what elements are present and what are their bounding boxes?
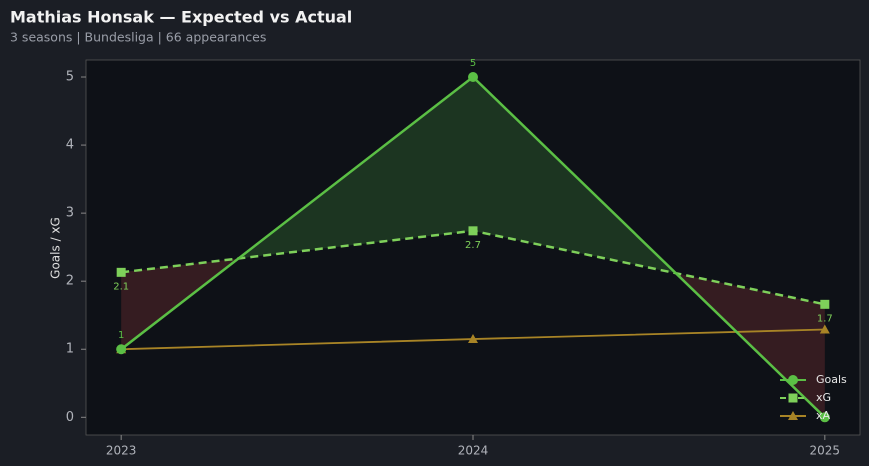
y-tick-label: 4 (66, 138, 74, 153)
legend-marker (788, 375, 798, 385)
point (468, 226, 478, 236)
legend-label: xG (816, 391, 831, 404)
legend-label: Goals (816, 373, 847, 386)
point (468, 72, 478, 83)
x-tick-label: 2024 (458, 444, 489, 458)
y-axis-label: Goals / xG (49, 217, 63, 279)
data-label: 1 (118, 330, 124, 341)
point (820, 299, 830, 309)
y-tick-label: 2 (66, 274, 74, 289)
data-label: 2.7 (465, 240, 481, 251)
point (819, 412, 830, 423)
y-tick-label: 3 (66, 206, 74, 221)
point (116, 344, 127, 355)
legend-label: xA (816, 409, 831, 422)
x-tick-label: 2025 (810, 444, 841, 458)
point (468, 334, 478, 344)
legend-marker (788, 411, 798, 420)
chart-subtitle: 3 seasons | Bundesliga | 66 appearances (10, 30, 266, 45)
chart-title: Mathias Honsak — Expected vs Actual (10, 8, 352, 27)
y-tick-label: 0 (66, 410, 74, 425)
x-tick-label: 2023 (106, 444, 137, 458)
data-label: 5 (470, 58, 476, 69)
data-label: 2.1 (113, 281, 129, 292)
y-tick-label: 1 (66, 342, 74, 357)
y-tick-label: 5 (66, 70, 74, 85)
point (819, 324, 830, 334)
point (116, 267, 126, 277)
legend-marker (788, 393, 798, 403)
data-label: 1.7 (817, 313, 833, 324)
